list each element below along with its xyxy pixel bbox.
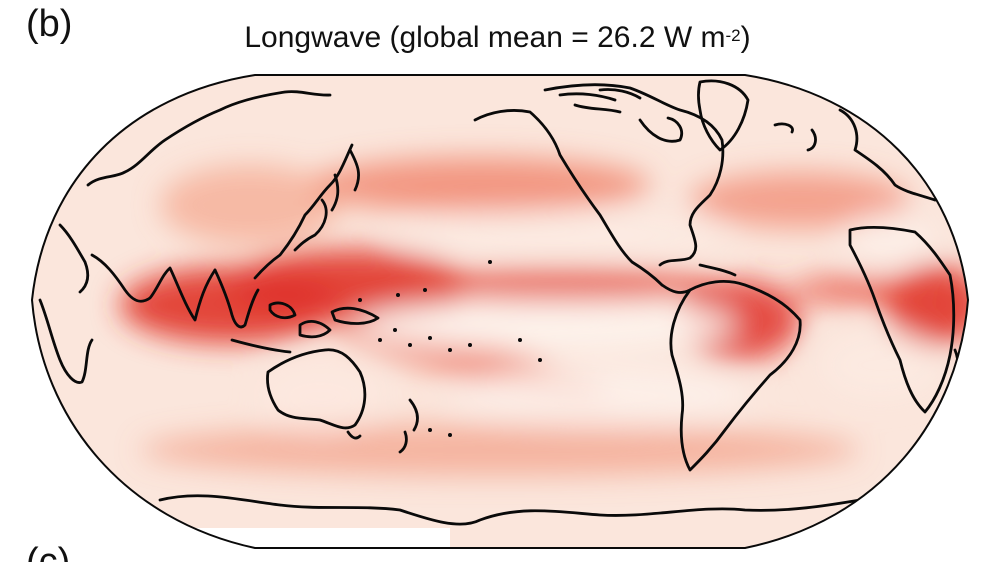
coast-arabia xyxy=(58,223,90,294)
field-layer xyxy=(32,75,968,548)
coast-asia-north xyxy=(86,90,332,187)
coast-greenland xyxy=(697,79,750,152)
next-panel-label: (c) xyxy=(26,541,71,562)
island-dots xyxy=(358,260,542,437)
coast-africa-east xyxy=(38,298,94,384)
map-title: Longwave (global mean = 26.2 W m-2) xyxy=(0,18,995,58)
australia-dry xyxy=(260,360,380,430)
coast-indonesia xyxy=(230,301,332,354)
cold-tongue xyxy=(355,301,735,349)
coast-india xyxy=(90,253,217,322)
north-pacific-storm-track xyxy=(310,157,650,213)
coast-east-asia xyxy=(253,143,354,280)
coast-europe xyxy=(838,108,937,202)
north-atlantic-storm-track xyxy=(690,172,910,228)
coast-antarctica xyxy=(158,494,862,526)
coast-tasmania xyxy=(346,430,362,440)
coast-new-zealand xyxy=(398,398,419,454)
coast-hudson-bay xyxy=(638,116,684,143)
coast-arctic-islands xyxy=(558,88,642,114)
subtropical-north-pacific xyxy=(390,213,730,257)
asia-highland xyxy=(160,165,340,245)
coast-new-guinea xyxy=(330,306,380,325)
south-pacific-dry xyxy=(450,367,750,423)
panel-label: (b) xyxy=(26,3,73,45)
warm-pool-east xyxy=(230,250,470,320)
coast-africa-west xyxy=(848,226,956,414)
coast-indochina xyxy=(213,268,260,329)
title-suffix: ) xyxy=(740,21,751,54)
amazon xyxy=(680,280,800,360)
antarctica-fill xyxy=(180,528,450,548)
title-text: Longwave (global mean = 26.2 W m xyxy=(244,21,726,54)
coastlines xyxy=(38,79,960,526)
title-superscript: -2 xyxy=(725,26,741,45)
coast-south-america xyxy=(669,279,802,472)
itcz-atlantic xyxy=(790,276,930,304)
globe-outline xyxy=(30,74,970,549)
itcz-pacific xyxy=(400,269,720,301)
coast-kamchatka xyxy=(330,148,361,212)
coast-north-america-east xyxy=(543,83,725,267)
southern-ocean-band xyxy=(140,424,860,476)
coast-uk-iceland xyxy=(773,122,817,152)
coast-australia xyxy=(266,348,367,430)
coast-japan xyxy=(293,198,328,252)
south-atlantic-dry xyxy=(820,330,940,400)
coast-north-america-west xyxy=(473,109,664,287)
